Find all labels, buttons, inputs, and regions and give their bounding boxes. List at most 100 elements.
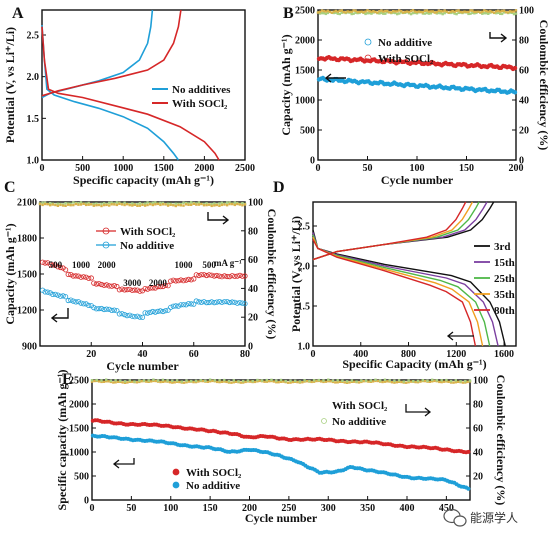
panel-e-efficiency-marker — [397, 379, 401, 382]
panel-c-capacity-marker-1 — [81, 301, 87, 307]
panel-b-ylabel: Capacity (mAh g⁻¹) — [279, 34, 293, 135]
panel-c-capacity-marker-1 — [155, 308, 161, 314]
panel-e-efficiency-marker — [159, 380, 162, 384]
panel-a-ylabel: Potential (V, vs Li⁺/Li) — [3, 27, 17, 143]
panel-b-capacity-marker-1 — [512, 65, 518, 71]
panel-e-efficiency-marker — [383, 378, 387, 381]
panel-e-efficiency-marker — [291, 380, 294, 384]
panel-c-efficiency-marker — [141, 203, 144, 206]
panel-e-efficiency-marker — [161, 378, 165, 382]
panel-c-capacity-marker-1 — [211, 299, 217, 306]
panel-c-efficiency-marker — [43, 201, 47, 204]
panel-e-efficiency-marker — [171, 381, 174, 384]
panel-b-efficiency-marker — [370, 10, 373, 13]
panel-c-capacity-marker-0 — [188, 277, 194, 283]
panel-c-efficiency-marker — [159, 201, 162, 205]
panel-c-efficiency-marker — [220, 201, 224, 205]
panel-c-capacity-marker-1 — [227, 299, 233, 306]
panel-b-efficiency-marker — [415, 10, 419, 14]
panel-e-efficiency-marker — [145, 380, 148, 383]
panel-b-efficiency-marker — [324, 10, 328, 13]
panel-c: C 20 40 60 80 900 1200 1500 1800 2100 0 20 40 60 80 10… — [3, 179, 279, 373]
panel-c-capacity-marker-0 — [86, 275, 92, 281]
panel-b-efficiency-marker — [510, 10, 514, 13]
panel-b-efficiency-marker — [445, 10, 448, 13]
panel-b-efficiency-marker — [366, 12, 369, 15]
panel-e-efficiency-marker — [95, 378, 98, 382]
panel-b-efficiency-marker — [437, 9, 440, 12]
panel-b-efficiency-marker — [405, 10, 409, 13]
panel-e-efficiency-marker — [168, 381, 172, 384]
panel-c-efficiency-marker — [210, 202, 213, 206]
panel-e-efficiency-marker — [123, 381, 127, 384]
panel-e-efficiency-marker — [270, 378, 273, 382]
panel-e-efficiency-marker — [296, 380, 299, 384]
panel-c-capacity-marker-0 — [237, 272, 243, 278]
panel-b-efficiency-marker — [396, 10, 399, 13]
panel-c-efficiency-marker — [233, 203, 236, 207]
panel-e-efficiency-marker — [329, 380, 332, 383]
panel-b-efficiency-marker — [439, 10, 442, 13]
panel-b-ytick-right-label: 40 — [519, 96, 529, 107]
panel-c-efficiency-marker — [146, 201, 149, 204]
panel-c-efficiency-marker — [84, 202, 88, 205]
panel-c-efficiency-marker — [225, 201, 229, 204]
panel-e-efficiency-marker — [464, 381, 467, 384]
panel-e-xtick-label: 150 — [203, 503, 218, 514]
panel-b-xtick-label: 100 — [410, 163, 425, 174]
panel-c-efficiency-marker — [161, 201, 165, 205]
panel-c-capacity-marker-0 — [137, 288, 143, 294]
panel-e-efficiency-marker — [461, 381, 465, 384]
panel-b-ytick-label: 2000 — [295, 36, 315, 47]
panel-c-capacity-marker-0 — [106, 283, 112, 289]
panel-a-ytick-label: 1.5 — [27, 114, 40, 125]
panel-a-ytick-label: 1.0 — [27, 156, 40, 167]
panel-c-efficiency-marker — [131, 204, 134, 207]
panel-b-efficiency-marker — [489, 9, 492, 13]
panel-e-efficiency-marker — [223, 378, 226, 382]
panel-c-efficiency-marker — [177, 203, 180, 207]
panel-e-efficiency-marker — [201, 379, 205, 383]
panel-b-efficiency-marker — [356, 10, 359, 14]
panel-a-letter: A — [12, 5, 24, 22]
panel-c-efficiency-marker — [218, 202, 221, 205]
panel-c-efficiency-marker — [143, 204, 147, 207]
panel-e-efficiency-marker — [312, 379, 316, 382]
panel-b-efficiency-marker — [487, 10, 490, 13]
panel-c-capacity-marker-1 — [111, 307, 117, 313]
panel-c-capacity-marker-0 — [234, 273, 240, 279]
panel-e-efficiency-marker — [374, 378, 377, 381]
panel-c-efficiency-marker — [236, 202, 239, 206]
panel-e-efficiency-marker — [166, 379, 169, 382]
panel-c-xtick-label: 80 — [240, 349, 250, 360]
panel-c-efficiency-marker — [72, 203, 75, 207]
panel-e-efficiency-marker — [142, 379, 146, 382]
panel-d-ytick-label: 2.5 — [298, 222, 311, 233]
panel-b-efficiency-marker — [330, 11, 334, 14]
panel-e-efficiency-marker — [341, 379, 344, 382]
panel-b-ytick-right-label: 80 — [519, 36, 529, 47]
panel-e-efficiency-marker — [197, 380, 200, 383]
panel-c-efficiency-marker — [120, 203, 124, 206]
panel-e-efficiency-marker — [102, 380, 105, 383]
panel-e-xtick-label: 300 — [321, 503, 336, 514]
panel-c-capacity-marker-1 — [116, 311, 123, 317]
panel-e-efficiency-marker — [258, 379, 261, 383]
panel-e-efficiency-marker — [232, 381, 235, 384]
panel-b-efficiency-marker — [459, 10, 462, 14]
panel-c-capacity-marker-1 — [132, 314, 138, 320]
panel-e-ytick-right-label: 100 — [473, 376, 488, 387]
panel-c-capacity-marker-1 — [237, 299, 243, 306]
panel-c-efficiency-marker — [56, 202, 60, 205]
panel-e-efficiency-marker — [423, 379, 427, 383]
panel-e-efficiency-marker — [135, 381, 139, 384]
panel-b-efficiency-marker — [352, 12, 355, 15]
panel-c-capacity-marker-1 — [70, 298, 76, 304]
panel-b-efficiency-marker — [499, 12, 502, 15]
panel-b-efficiency-marker — [431, 10, 434, 13]
panel-b-efficiency-marker — [463, 10, 466, 13]
panel-a: A 0 500 1000 1500 2000 2500 1.0 1.5 2.0 2.5 Specif… — [3, 5, 255, 187]
panel-e-efficiency-marker — [206, 380, 209, 383]
panel-e-efficiency-marker — [454, 381, 457, 384]
panel-e-ylabel: Specific capacity (mAh g⁻¹) — [55, 370, 69, 511]
